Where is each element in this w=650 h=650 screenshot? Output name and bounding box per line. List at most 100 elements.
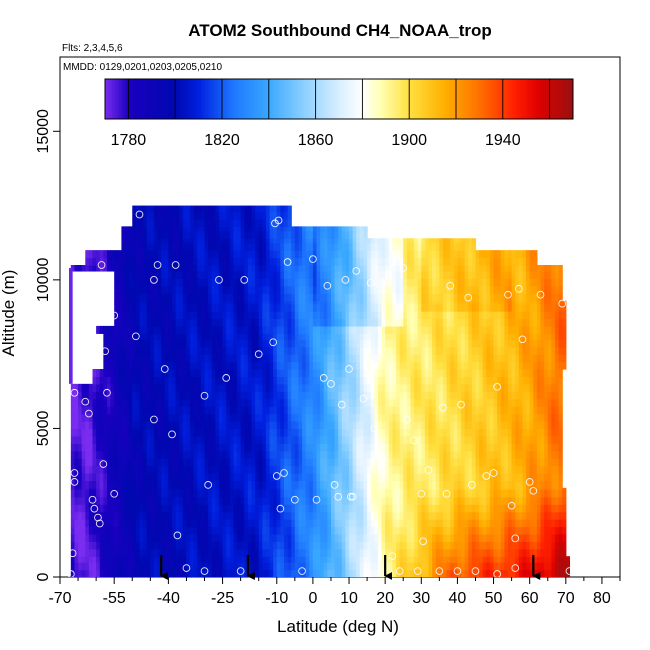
heatmap-cell	[385, 562, 390, 571]
heatmap-cell	[146, 406, 151, 415]
heatmap-cell	[226, 458, 231, 467]
heatmap-cell	[414, 361, 419, 370]
heatmap-cell	[341, 511, 347, 520]
heatmap-cell	[374, 450, 379, 459]
heatmap-cell	[471, 496, 477, 505]
heatmap-cell	[114, 325, 119, 334]
heatmap-cell	[204, 303, 209, 312]
heatmap-cell	[359, 383, 365, 392]
heatmap-cell	[157, 519, 162, 528]
heatmap-cell	[179, 369, 184, 378]
heatmap-cell	[518, 318, 524, 327]
heatmap-cell	[428, 489, 433, 498]
heatmap-cell	[464, 318, 469, 327]
heatmap-cell	[363, 504, 368, 513]
heatmap-cell	[114, 533, 119, 542]
heatmap-cell	[240, 458, 245, 467]
heatmap-cell	[244, 435, 249, 444]
heatmap-cell	[302, 443, 307, 452]
heatmap-cell	[540, 556, 545, 563]
heatmap-cell	[135, 480, 141, 489]
heatmap-cell	[457, 533, 462, 542]
heatmap-cell	[504, 487, 509, 490]
heatmap-cell	[269, 421, 274, 430]
heatmap-cell	[511, 443, 516, 452]
heatmap-cell	[526, 496, 531, 505]
heatmap-cell	[153, 398, 159, 407]
heatmap-cell	[493, 504, 498, 513]
heatmap-cell	[489, 346, 495, 355]
heatmap-cell	[92, 480, 97, 489]
heatmap-cell	[486, 339, 491, 348]
heatmap-cell	[432, 511, 437, 520]
heatmap-cell	[316, 406, 321, 415]
heatmap-cell	[327, 480, 332, 489]
heatmap-cell	[482, 541, 487, 550]
heatmap-cell	[377, 556, 383, 563]
heatmap-cell	[338, 562, 343, 571]
heatmap-cell	[186, 473, 191, 482]
heatmap-cell	[479, 354, 484, 363]
heatmap-cell	[558, 428, 563, 437]
heatmap-cell	[294, 376, 300, 385]
heatmap-cell	[215, 489, 220, 498]
heatmap-cell	[341, 325, 347, 334]
heatmap-cell	[125, 406, 130, 415]
heatmap-cell	[515, 519, 520, 528]
heatmap-cell	[432, 361, 437, 370]
heatmap-cell	[164, 487, 169, 490]
heatmap-cell	[294, 548, 300, 557]
heatmap-cell	[233, 511, 238, 520]
heatmap-cell	[153, 376, 159, 385]
heatmap-cell	[85, 473, 90, 482]
heatmap-cell	[197, 376, 202, 385]
heatmap-cell	[146, 556, 151, 563]
heatmap-cell	[96, 443, 101, 452]
heatmap-cell	[540, 339, 545, 348]
heatmap-cell	[276, 480, 281, 489]
heatmap-cell	[280, 346, 285, 355]
heatmap-cell	[294, 450, 300, 459]
heatmap-cell	[529, 569, 534, 577]
heatmap-cell	[497, 346, 502, 355]
heatmap-cell	[121, 333, 126, 340]
heatmap-cell	[161, 325, 166, 334]
heatmap-cell	[172, 354, 177, 363]
heatmap-cell	[349, 339, 354, 348]
heatmap-cell	[403, 398, 408, 407]
heatmap-cell	[121, 339, 126, 348]
heatmap-cell	[479, 526, 484, 535]
heatmap-cell	[363, 489, 368, 498]
heatmap-cell	[508, 311, 513, 320]
heatmap-cell	[385, 496, 390, 505]
heatmap-cell	[421, 333, 426, 340]
heatmap-cell	[240, 487, 245, 490]
heatmap-cell	[403, 548, 408, 557]
heatmap-cell	[374, 465, 379, 474]
heatmap-cell	[218, 496, 224, 505]
heatmap-cell	[186, 496, 191, 505]
heatmap-cell	[558, 346, 563, 355]
heatmap-cell	[215, 548, 220, 557]
heatmap-cell	[121, 346, 126, 355]
heatmap-cell	[540, 450, 545, 459]
heatmap-cell	[461, 526, 466, 535]
heatmap-cell	[204, 406, 209, 415]
heatmap-cell	[265, 318, 271, 327]
heatmap-cell	[428, 383, 433, 392]
heatmap-cell	[135, 311, 141, 320]
heatmap-cell	[323, 458, 328, 467]
heatmap-cell	[424, 383, 430, 392]
heatmap-cell	[540, 519, 545, 528]
heatmap-cell	[78, 413, 83, 422]
heatmap-cell	[103, 333, 108, 340]
heatmap-cell	[280, 421, 285, 430]
heatmap-cell	[99, 406, 104, 415]
heatmap-cell	[222, 533, 227, 542]
heatmap-cell	[190, 311, 195, 320]
heatmap-cell	[414, 480, 419, 489]
heatmap-cell	[135, 398, 141, 407]
heatmap-cell	[562, 548, 567, 557]
heatmap-cell	[85, 533, 90, 542]
heatmap-cell	[262, 519, 267, 528]
